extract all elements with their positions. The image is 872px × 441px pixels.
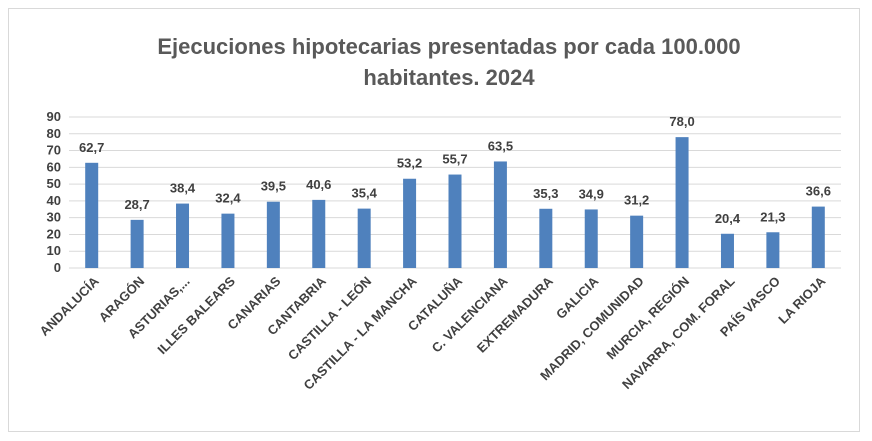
y-tick-label: 90 [47, 109, 61, 124]
bar [85, 162, 99, 268]
y-tick-label: 60 [47, 159, 61, 174]
bar [766, 232, 780, 268]
data-label: 34,9 [579, 186, 604, 201]
chart-plot: 010203040506070809062,7ANDALUCÍA28,7ARAG… [37, 109, 841, 393]
data-label: 78,0 [669, 114, 694, 129]
bar [584, 209, 598, 268]
y-tick-label: 10 [47, 243, 61, 258]
data-label: 38,4 [170, 181, 196, 196]
y-tick-label: 20 [47, 226, 61, 241]
y-tick-label: 50 [47, 176, 61, 191]
bar [312, 199, 326, 268]
x-tick-label: MURCIA, REGIÓN [603, 274, 692, 363]
bar [221, 213, 235, 268]
x-tick-label: CASTILLA - LEÓN [285, 274, 374, 363]
data-label: 35,4 [352, 186, 378, 201]
x-tick-label: ILLES BALEARS [154, 273, 238, 357]
data-label: 31,2 [624, 193, 649, 208]
data-label: 28,7 [124, 197, 149, 212]
bar [675, 137, 689, 268]
bar [630, 215, 644, 268]
y-tick-label: 70 [47, 143, 61, 158]
bar [130, 219, 144, 268]
data-label: 20,4 [715, 211, 741, 226]
data-label: 35,3 [533, 186, 558, 201]
data-label: 36,6 [806, 184, 831, 199]
data-label: 40,6 [306, 177, 331, 192]
chart-title: Ejecuciones hipotecarias presentadas por… [157, 34, 741, 90]
bar [448, 174, 462, 268]
bar [403, 178, 417, 268]
y-tick-label: 0 [54, 260, 61, 275]
data-label: 55,7 [442, 152, 467, 167]
y-tick-label: 30 [47, 210, 61, 225]
bar [720, 233, 734, 268]
x-tick-label: C. VALENCIANA [429, 273, 511, 355]
x-tick-label: ANDALUCÍA [37, 273, 103, 339]
data-label: 32,4 [215, 191, 241, 206]
bar [266, 201, 280, 268]
data-label: 21,3 [760, 209, 785, 224]
data-label: 62,7 [79, 140, 104, 155]
x-tick-label: EXTREMADURA [474, 273, 557, 356]
data-label: 53,2 [397, 156, 422, 171]
bar [493, 161, 507, 268]
chart-frame: Ejecuciones hipotecarias presentadas por… [8, 8, 860, 432]
bar [539, 208, 553, 268]
x-tick-label: LA RIOJA [775, 273, 829, 327]
bar [176, 203, 190, 268]
y-tick-label: 80 [47, 126, 61, 141]
data-label: 39,5 [261, 179, 286, 194]
y-tick-label: 40 [47, 193, 61, 208]
bar [357, 208, 371, 268]
bar [811, 206, 825, 268]
data-label: 63,5 [488, 138, 513, 153]
